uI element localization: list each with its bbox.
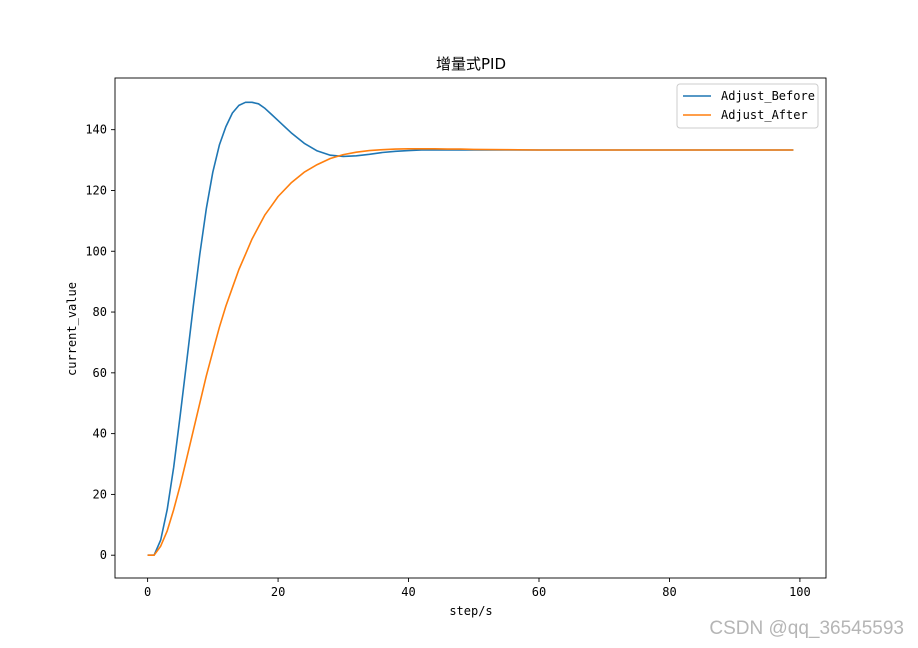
y-tick-label: 40 <box>93 427 107 441</box>
x-tick-label: 80 <box>662 585 676 599</box>
x-axis-label: step/s <box>449 604 492 618</box>
legend-label: Adjust_Before <box>721 89 815 103</box>
y-tick-label: 60 <box>93 366 107 380</box>
plot-area: 0 20 40 60 80 100 0 20 40 60 80 100 120 140 Adjust_Bef… <box>85 77 827 599</box>
y-tick-label: 0 <box>100 548 107 562</box>
x-tick-label: 20 <box>271 585 285 599</box>
y-axis-label: current_value <box>65 282 79 376</box>
legend-box <box>676 83 819 129</box>
x-tick-label: 0 <box>144 585 151 599</box>
y-tick-label: 140 <box>85 123 107 137</box>
y-tick-label: 80 <box>93 305 107 319</box>
watermark: CSDN @qq_36545593 <box>709 618 904 639</box>
y-tick-label: 100 <box>85 244 107 258</box>
x-tick-label: 60 <box>532 585 546 599</box>
chart-title: 增量式PID <box>436 55 506 73</box>
x-tick-label: 100 <box>789 585 811 599</box>
y-tick-label: 120 <box>85 183 107 197</box>
series-line-adjust-before <box>147 101 794 556</box>
plot-frame <box>114 77 827 579</box>
series-line-adjust-after <box>147 148 794 556</box>
y-tick-label: 20 <box>93 487 107 501</box>
legend-label: Adjust_After <box>721 108 808 122</box>
x-tick-label: 40 <box>401 585 415 599</box>
